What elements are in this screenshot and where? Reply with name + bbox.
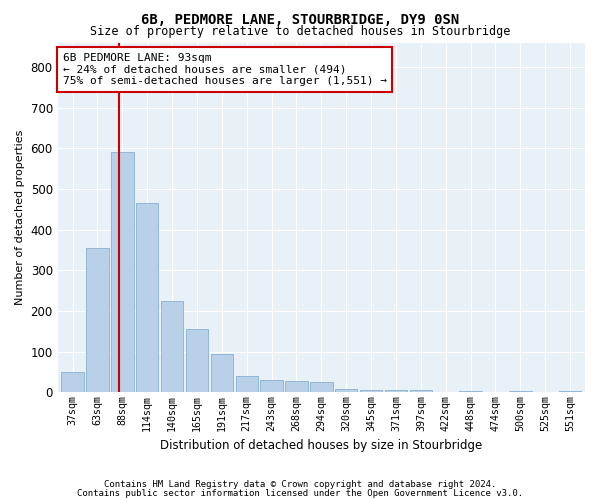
Bar bbox=[260, 380, 283, 392]
Bar bbox=[111, 152, 134, 392]
Bar bbox=[186, 330, 208, 392]
Bar bbox=[236, 376, 258, 392]
Text: 6B PEDMORE LANE: 93sqm
← 24% of detached houses are smaller (494)
75% of semi-de: 6B PEDMORE LANE: 93sqm ← 24% of detached… bbox=[63, 53, 387, 86]
Bar bbox=[285, 382, 308, 392]
Bar bbox=[509, 391, 532, 392]
Text: 6B, PEDMORE LANE, STOURBRIDGE, DY9 0SN: 6B, PEDMORE LANE, STOURBRIDGE, DY9 0SN bbox=[141, 12, 459, 26]
Bar bbox=[360, 390, 382, 392]
Bar bbox=[385, 390, 407, 392]
Bar bbox=[460, 391, 482, 392]
Bar bbox=[86, 248, 109, 392]
Bar bbox=[410, 390, 432, 392]
Bar bbox=[559, 391, 581, 392]
Bar bbox=[136, 203, 158, 392]
Text: Contains public sector information licensed under the Open Government Licence v3: Contains public sector information licen… bbox=[77, 488, 523, 498]
Y-axis label: Number of detached properties: Number of detached properties bbox=[15, 130, 25, 305]
Text: Size of property relative to detached houses in Stourbridge: Size of property relative to detached ho… bbox=[90, 25, 510, 38]
Text: Contains HM Land Registry data © Crown copyright and database right 2024.: Contains HM Land Registry data © Crown c… bbox=[104, 480, 496, 489]
Bar bbox=[61, 372, 84, 392]
Bar bbox=[335, 389, 358, 392]
Bar bbox=[310, 382, 332, 392]
X-axis label: Distribution of detached houses by size in Stourbridge: Distribution of detached houses by size … bbox=[160, 440, 482, 452]
Bar bbox=[161, 301, 183, 392]
Bar bbox=[211, 354, 233, 393]
